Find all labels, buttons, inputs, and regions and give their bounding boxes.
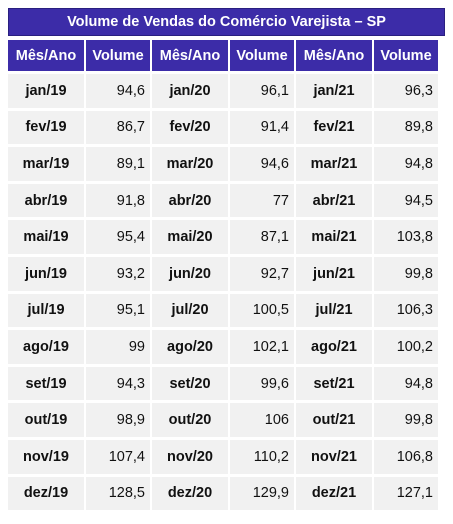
month-cell: jul/19 <box>8 293 84 328</box>
table-row: nov/19 107,4 nov/20 110,2 nov/21 106,8 <box>8 439 438 474</box>
month-header: Mês/Ano <box>152 40 228 71</box>
volume-header: Volume <box>374 40 438 71</box>
month-cell: dez/20 <box>152 476 228 511</box>
month-cell: jun/21 <box>296 256 372 291</box>
table-row: abr/19 91,8 abr/20 77 abr/21 94,5 <box>8 183 438 218</box>
volume-cell: 106,8 <box>374 439 438 474</box>
month-cell: mar/21 <box>296 147 372 181</box>
volume-cell: 94,6 <box>86 74 150 108</box>
month-cell: jan/21 <box>296 74 372 108</box>
table-row: set/19 94,3 set/20 99,6 set/21 94,8 <box>8 366 438 401</box>
month-cell: set/19 <box>8 366 84 401</box>
table-row: jul/19 95,1 jul/20 100,5 jul/21 106,3 <box>8 293 438 328</box>
month-cell: mai/21 <box>296 220 372 254</box>
volume-cell: 92,7 <box>230 256 294 291</box>
month-cell: jul/20 <box>152 293 228 328</box>
volume-cell: 103,8 <box>374 220 438 254</box>
volume-cell: 91,4 <box>230 110 294 145</box>
month-cell: ago/21 <box>296 330 372 364</box>
month-cell: mai/20 <box>152 220 228 254</box>
month-cell: mar/19 <box>8 147 84 181</box>
month-cell: out/21 <box>296 403 372 437</box>
volume-cell: 89,8 <box>374 110 438 145</box>
month-cell: mar/20 <box>152 147 228 181</box>
volume-cell: 86,7 <box>86 110 150 145</box>
month-cell: nov/20 <box>152 439 228 474</box>
volume-cell: 128,5 <box>86 476 150 511</box>
volume-cell: 94,8 <box>374 147 438 181</box>
volume-cell: 94,5 <box>374 183 438 218</box>
volume-cell: 129,9 <box>230 476 294 511</box>
table-body: jan/19 94,6 jan/20 96,1 jan/21 96,3 fev/19 86,7… <box>8 74 438 511</box>
volume-cell: 89,1 <box>86 147 150 181</box>
volume-cell: 110,2 <box>230 439 294 474</box>
month-cell: fev/21 <box>296 110 372 145</box>
table-row: mar/19 89,1 mar/20 94,6 mar/21 94,8 <box>8 147 438 181</box>
volume-cell: 91,8 <box>86 183 150 218</box>
month-cell: jul/21 <box>296 293 372 328</box>
month-cell: nov/21 <box>296 439 372 474</box>
month-cell: jun/19 <box>8 256 84 291</box>
table-row: dez/19 128,5 dez/20 129,9 dez/21 127,1 <box>8 476 438 511</box>
volume-cell: 106,3 <box>374 293 438 328</box>
volume-cell: 95,1 <box>86 293 150 328</box>
volume-cell: 99,8 <box>374 256 438 291</box>
volume-cell: 99,6 <box>230 366 294 401</box>
volume-cell: 77 <box>230 183 294 218</box>
month-cell: fev/20 <box>152 110 228 145</box>
month-cell: out/20 <box>152 403 228 437</box>
month-cell: fev/19 <box>8 110 84 145</box>
volume-header: Volume <box>230 40 294 71</box>
volume-cell: 94,3 <box>86 366 150 401</box>
volume-cell: 99 <box>86 330 150 364</box>
month-header: Mês/Ano <box>296 40 372 71</box>
table-row: out/19 98,9 out/20 106 out/21 99,8 <box>8 403 438 437</box>
month-cell: dez/21 <box>296 476 372 511</box>
volume-cell: 99,8 <box>374 403 438 437</box>
table-row: jun/19 93,2 jun/20 92,7 jun/21 99,8 <box>8 256 438 291</box>
volume-cell: 95,4 <box>86 220 150 254</box>
volume-cell: 87,1 <box>230 220 294 254</box>
table-row: jan/19 94,6 jan/20 96,1 jan/21 96,3 <box>8 74 438 108</box>
volume-cell: 106 <box>230 403 294 437</box>
volume-cell: 102,1 <box>230 330 294 364</box>
volume-cell: 100,2 <box>374 330 438 364</box>
month-cell: mai/19 <box>8 220 84 254</box>
volume-cell: 94,6 <box>230 147 294 181</box>
volume-cell: 107,4 <box>86 439 150 474</box>
table-row: ago/19 99 ago/20 102,1 ago/21 100,2 <box>8 330 438 364</box>
month-cell: abr/19 <box>8 183 84 218</box>
table-row: mai/19 95,4 mai/20 87,1 mai/21 103,8 <box>8 220 438 254</box>
month-cell: ago/19 <box>8 330 84 364</box>
sales-table: Mês/Ano Volume Mês/Ano Volume Mês/Ano Vo… <box>6 37 440 513</box>
volume-cell: 127,1 <box>374 476 438 511</box>
month-cell: out/19 <box>8 403 84 437</box>
month-cell: jun/20 <box>152 256 228 291</box>
month-cell: jan/19 <box>8 74 84 108</box>
month-header: Mês/Ano <box>8 40 84 71</box>
volume-cell: 98,9 <box>86 403 150 437</box>
header-row: Mês/Ano Volume Mês/Ano Volume Mês/Ano Vo… <box>8 40 438 71</box>
month-cell: set/21 <box>296 366 372 401</box>
volume-cell: 100,5 <box>230 293 294 328</box>
month-cell: dez/19 <box>8 476 84 511</box>
month-cell: abr/20 <box>152 183 228 218</box>
month-cell: jan/20 <box>152 74 228 108</box>
month-cell: nov/19 <box>8 439 84 474</box>
month-cell: set/20 <box>152 366 228 401</box>
volume-header: Volume <box>86 40 150 71</box>
table-title: Volume de Vendas do Comércio Varejista –… <box>8 8 445 36</box>
volume-cell: 94,8 <box>374 366 438 401</box>
month-cell: abr/21 <box>296 183 372 218</box>
volume-cell: 96,1 <box>230 74 294 108</box>
table-row: fev/19 86,7 fev/20 91,4 fev/21 89,8 <box>8 110 438 145</box>
volume-cell: 96,3 <box>374 74 438 108</box>
month-cell: ago/20 <box>152 330 228 364</box>
sales-table-container: Volume de Vendas do Comércio Varejista –… <box>8 8 445 513</box>
volume-cell: 93,2 <box>86 256 150 291</box>
